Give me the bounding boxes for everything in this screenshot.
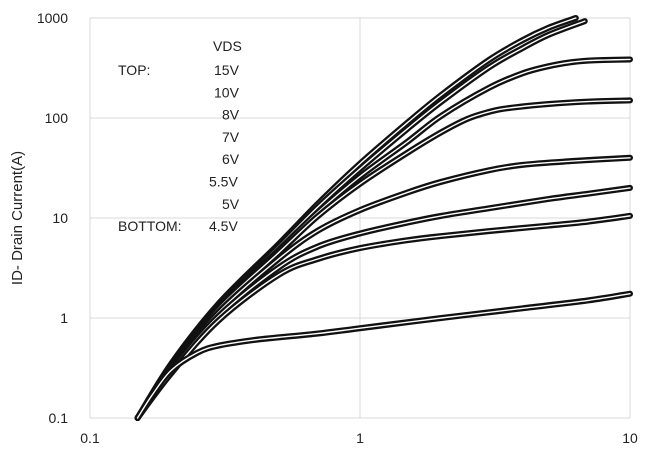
curve-highlight [136,20,586,419]
y-tick-label: 10 [52,210,68,226]
tick-labels: 0.1 1 10 100 1000 0.1 1 10 [37,10,638,446]
legend-entry: 6V [222,151,240,167]
legend-entry: 5.5V [209,174,238,190]
curve-highlight [136,215,631,419]
y-tick-label: 0.1 [49,410,69,426]
curve-outline [134,56,633,421]
curve-outline [134,18,588,421]
legend: VDS TOP: BOTTOM: 15V 10V 8V 7V 6V 5.5V 5V 4.5V [118,38,242,234]
gridlines [89,17,631,419]
curve-highlight [136,58,631,419]
legend-bottom-label: BOTTOM: [118,218,182,234]
legend-entry: 8V [222,107,240,123]
legend-entry: 10V [214,84,240,100]
x-tick-label: 1 [356,430,364,446]
legend-top-label: TOP: [118,62,150,78]
series-10V-curve [134,18,588,421]
legend-header: VDS [213,38,242,54]
curves [134,15,633,421]
legend-entry: 5V [222,196,240,212]
y-tick-label: 1000 [37,10,68,26]
legend-entry: 4.5V [209,218,238,234]
y-axis-title: ID- Drain Current(A) [9,151,26,285]
legend-entry: 7V [222,129,240,145]
series-8V-curve [134,56,633,421]
series-5V-curve [134,212,633,421]
x-tick-label: 10 [622,430,638,446]
x-tick-label: 0.1 [80,430,100,446]
curve-highlight [136,293,631,419]
series-4_5V-curve [134,290,633,421]
y-tick-label: 1 [60,310,68,326]
legend-entry: 15V [214,62,240,78]
y-tick-label: 100 [45,110,69,126]
